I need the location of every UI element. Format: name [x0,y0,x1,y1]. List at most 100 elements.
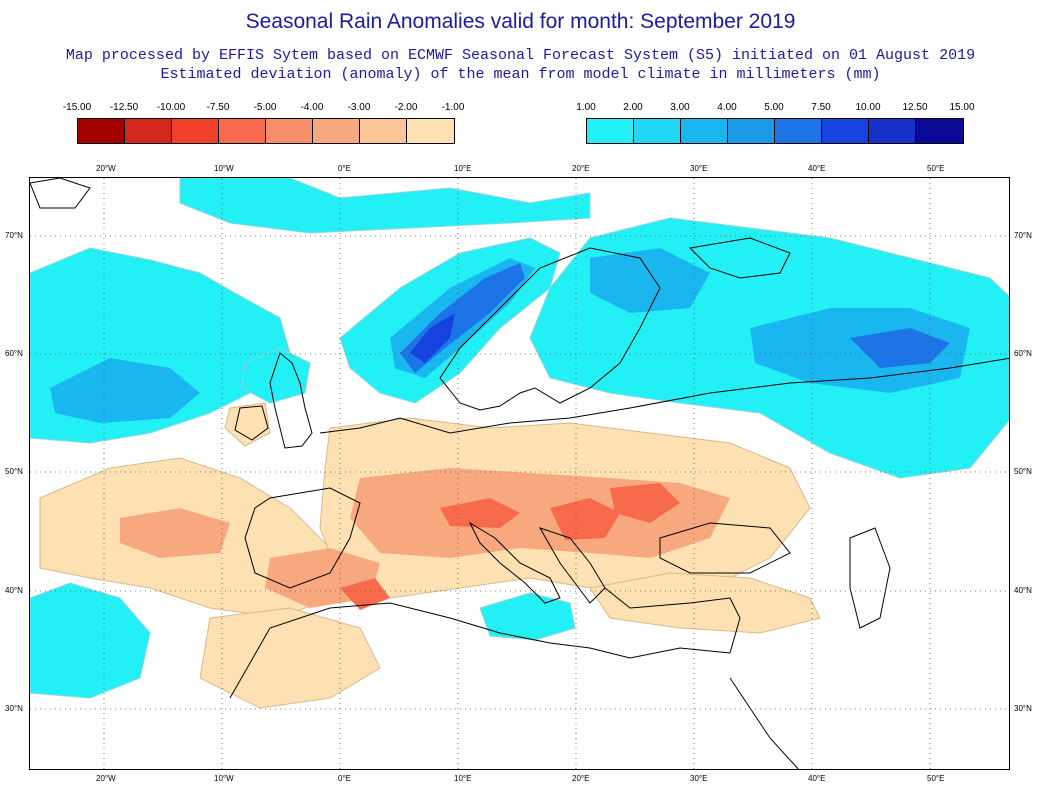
legend-pos-swatch [822,119,869,143]
dry-area-north-africa [199,607,381,709]
dry-area-strong-ukraine [610,483,680,523]
lon-label-top: 50°E [927,164,945,173]
legend-positive-labels: 1.00 2.00 3.00 4.00 5.00 7.50 10.00 12.5… [576,102,974,116]
lat-label-left: 70°N [5,231,23,240]
legend-neg-swatch [313,119,360,143]
coastlines [30,178,1009,769]
lat-label-left: 50°N [5,467,23,476]
coastline-eastern-med [604,587,741,654]
legend-neg-swatch [266,119,313,143]
coastline-great-britain [269,352,313,449]
legend-pos-label: 4.00 [717,102,737,113]
coastline-north-africa [229,602,731,699]
lon-label-top: 40°E [808,164,826,173]
dry-area-strong-alps [440,498,520,528]
lon-label-bottom: 20°W [96,774,116,783]
dry-area-moderate-atlantic [120,508,230,558]
legend-neg-swatch [78,119,125,143]
legend-pos-swatch [775,119,822,143]
anomaly-map-svg [30,178,1009,769]
lat-label-left: 60°N [5,349,23,358]
legend-pos-label: 10.00 [855,102,881,113]
anomaly-map [29,177,1010,770]
lon-label-bottom: 30°E [690,774,708,783]
map-subtitle-units: Estimated deviation (anomaly) of the mea… [160,66,881,83]
wet-area-medium-atlantic [50,358,200,423]
legend-neg-label: -12.50 [109,102,139,113]
legend-pos-swatch [634,119,681,143]
map-title: Seasonal Rain Anomalies valid for month:… [245,10,796,33]
legend-neg-label: -1.00 [441,102,465,113]
legend-pos-swatch [916,119,963,143]
wet-area-very-strong-norway [410,313,455,363]
lat-label-left: 40°N [5,586,23,595]
legend-neg-label: -2.00 [394,102,418,113]
legend-neg-label: -7.50 [206,102,230,113]
map-subtitle-processing: Map processed by EFFIS Sytem based on EC… [65,47,976,64]
coastline-black-sea [659,522,791,574]
coastline-iceland [30,178,91,209]
coastline-balkans-greece [538,527,606,604]
lat-label-left: 30°N [5,704,23,713]
legend-pos-label: 1.00 [576,102,596,113]
lon-label-top: 30°E [690,164,708,173]
legend-pos-label: 3.00 [670,102,690,113]
wet-area-southwest-atlantic [30,582,151,699]
wet-area-strong-russia [850,328,950,368]
legend-positive-colorbar [586,118,964,144]
dry-area-strong-north-africa [340,578,390,610]
lon-label-top: 10°E [454,164,472,173]
lon-label-bottom: 50°E [927,774,945,783]
coastline-italy [468,521,561,604]
wet-area-mediterranean [479,592,576,641]
lat-label-right: 30°N [1014,704,1032,713]
wet-area-uk [241,347,311,404]
lat-label-right: 40°N [1014,586,1032,595]
legend-pos-label: 5.00 [764,102,784,113]
legend-pos-swatch [587,119,634,143]
positive-anomaly-areas [30,178,1009,699]
wet-area-arctic-strip [179,178,591,234]
dry-area-strong-balkans [550,498,620,540]
legend-pos-label: 2.00 [623,102,643,113]
legend-pos-label: 15.00 [949,102,975,113]
lon-label-bottom: 10°W [214,774,234,783]
legend-neg-swatch [219,119,266,143]
legend-pos-swatch [681,119,728,143]
legend-neg-swatch [125,119,172,143]
legend-pos-label: 7.50 [811,102,831,113]
lat-label-right: 70°N [1014,231,1032,240]
legend-pos-swatch [869,119,916,143]
coastline-ireland [234,405,269,441]
legend-negative-colorbar [77,118,455,144]
legend-neg-label: -15.00 [62,102,92,113]
legend-neg-label: -3.00 [347,102,371,113]
lon-label-bottom: 40°E [808,774,826,783]
lon-label-top: 0°E [338,164,351,173]
lon-label-bottom: 20°E [572,774,590,783]
lon-label-bottom: 0°E [338,774,351,783]
dry-area-anatolia [589,572,821,634]
legend-neg-label: -5.00 [253,102,277,113]
coastline-kola-white-sea [688,237,791,279]
legend-neg-label: -4.00 [300,102,324,113]
coastline-scandinavia [439,247,661,411]
lon-label-top: 20°W [96,164,116,173]
coastline-red-sea [729,677,799,769]
coastline-caspian-sea [849,527,891,629]
legend-neg-swatch [360,119,407,143]
wet-area-medium-finland [590,248,710,313]
lat-label-right: 60°N [1014,349,1032,358]
legend-neg-swatch [407,119,454,143]
lon-label-top: 20°E [572,164,590,173]
lon-label-bottom: 10°E [454,774,472,783]
wet-area-medium-russia [750,308,970,393]
legend-neg-swatch [172,119,219,143]
lat-label-right: 50°N [1014,467,1032,476]
legend-pos-swatch [728,119,775,143]
graticule [30,178,1009,769]
negative-anomaly-areas [39,402,821,709]
legend-negative-labels: -15.00 -12.50 -10.00 -7.50 -5.00 -4.00 -… [63,102,465,116]
legend-pos-label: 12.50 [902,102,928,113]
legend-neg-label: -10.00 [156,102,186,113]
